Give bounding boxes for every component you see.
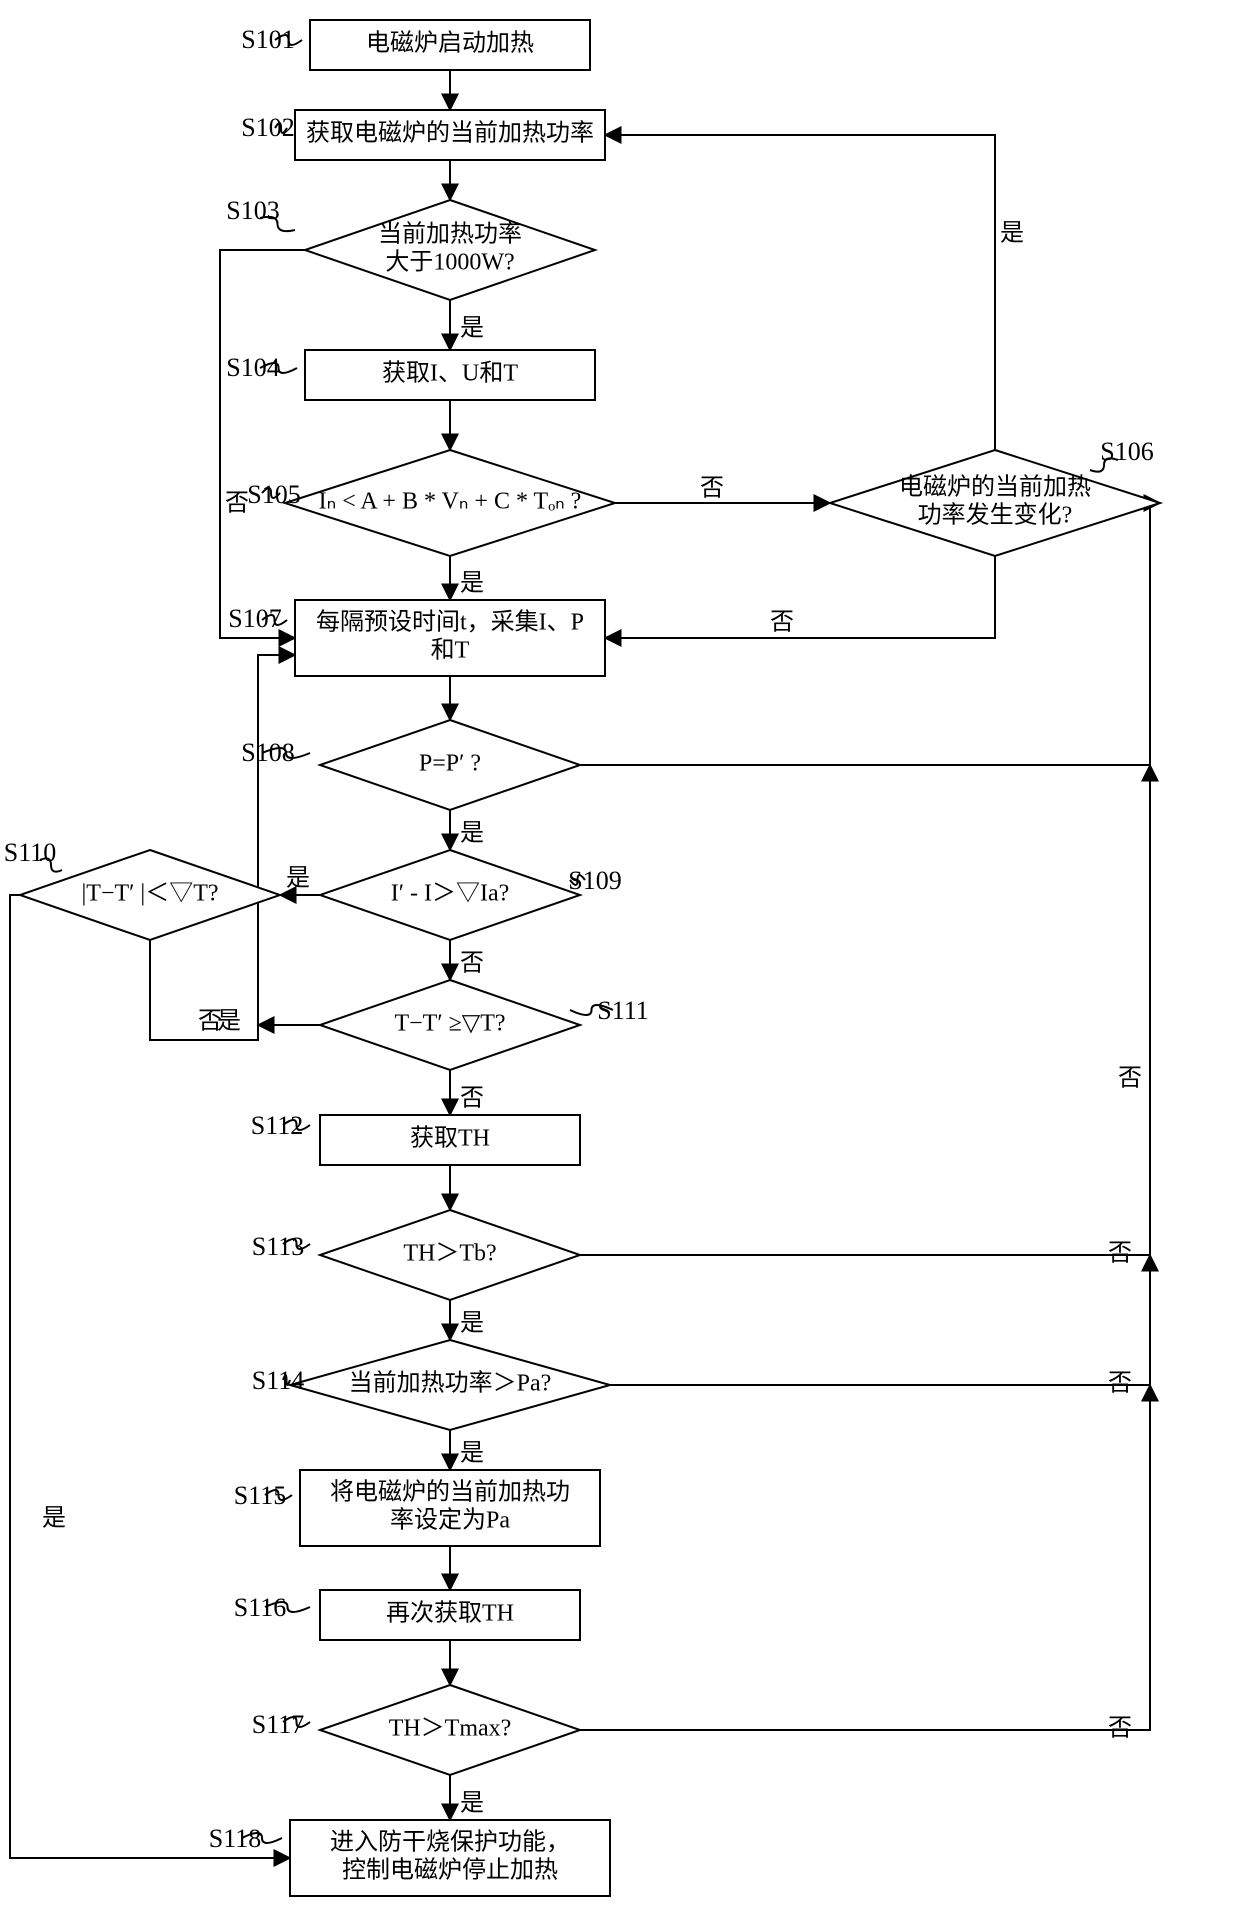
node-text: I′ - I＞▽Ia? — [391, 881, 510, 907]
edge-label: 否 — [460, 951, 484, 977]
node-text: 将电磁炉的当前加热功 — [330, 1479, 570, 1506]
step-label: S107 — [228, 604, 281, 633]
edge-label: 否 — [1108, 1716, 1132, 1742]
node-s108: P=P′ ? — [320, 720, 580, 810]
node-s104: 获取I、U和T — [305, 350, 595, 400]
node-s105: Iₙ < A + B * Vₙ + C * Tₒₙ ? — [285, 450, 615, 556]
node-s101: 电磁炉启动加热 — [310, 20, 590, 70]
node-text: T−T′ ≥▽T? — [394, 1011, 505, 1037]
edge — [580, 765, 1150, 1255]
step-label: S106 — [1100, 437, 1153, 466]
label-connectors-layer — [40, 35, 1118, 1843]
edges-layer: 是否是否是否是否是否否是否是是否是否是否 — [10, 70, 1160, 1858]
node-s115: 将电磁炉的当前加热功率设定为Pa — [300, 1470, 600, 1546]
node-s116: 再次获取TH — [320, 1590, 580, 1640]
step-label: S116 — [234, 1593, 287, 1622]
node-text: TH＞Tmax? — [389, 1716, 512, 1742]
step-label: S117 — [252, 1710, 305, 1739]
edge — [580, 1385, 1150, 1730]
node-text: P=P′ ? — [419, 751, 481, 777]
edge-label: 是 — [460, 571, 484, 597]
node-s114: 当前加热功率＞Pa? — [290, 1340, 610, 1430]
node-text: 当前加热功率 — [378, 221, 522, 248]
edge — [605, 556, 995, 638]
node-text: |T−T′ |＜▽T? — [81, 881, 218, 907]
node-text: 当前加热功率＞Pa? — [349, 1370, 552, 1397]
edge — [150, 655, 295, 1040]
node-s113: TH＞Tb? — [320, 1210, 580, 1300]
step-label: S101 — [241, 25, 294, 54]
nodes-layer: 电磁炉启动加热获取电磁炉的当前加热功率当前加热功率大于1000W?获取I、U和T… — [20, 20, 1160, 1896]
step-label: S112 — [251, 1111, 304, 1140]
edge-label: 是 — [460, 316, 484, 342]
node-s118: 进入防干烧保护功能，控制电磁炉停止加热 — [290, 1820, 610, 1896]
edge-label: 否 — [700, 476, 724, 502]
node-text: 获取I、U和T — [382, 360, 518, 387]
edge-label: 是 — [460, 821, 484, 847]
step-label: S110 — [4, 838, 57, 867]
edge-label: 否 — [225, 491, 249, 517]
step-label: S103 — [226, 196, 279, 225]
node-s103: 当前加热功率大于1000W? — [305, 200, 595, 300]
edge-label: 否 — [1118, 1066, 1142, 1092]
node-text: 获取电磁炉的当前加热功率 — [306, 120, 594, 147]
edge — [220, 250, 305, 638]
edge-label: 是 — [286, 866, 310, 892]
node-s109: I′ - I＞▽Ia? — [320, 850, 580, 940]
node-s102: 获取电磁炉的当前加热功率 — [295, 110, 605, 160]
step-label: S109 — [568, 866, 621, 895]
node-s110: |T−T′ |＜▽T? — [20, 850, 280, 940]
edge-label: 是 — [460, 1311, 484, 1337]
node-text: TH＞Tb? — [403, 1241, 496, 1267]
node-text: 控制电磁炉停止加热 — [342, 1856, 558, 1883]
flowchart-canvas: 是否是否是否是否是否否是否是是否是否是否 电磁炉启动加热获取电磁炉的当前加热功率… — [0, 0, 1240, 1909]
edge-label: 是 — [217, 1009, 241, 1035]
edge-label: 否 — [770, 610, 794, 636]
node-text: 获取TH — [410, 1125, 490, 1152]
edge-label: 否 — [1108, 1371, 1132, 1397]
step-label: S111 — [597, 996, 649, 1025]
edge-label: 是 — [1000, 221, 1024, 247]
node-s117: TH＞Tmax? — [320, 1685, 580, 1775]
node-s107: 每隔预设时间t，采集I、P和T — [295, 600, 605, 676]
step-label: S113 — [252, 1232, 305, 1261]
node-text: 电磁炉启动加热 — [366, 30, 534, 57]
step-label: S114 — [252, 1366, 305, 1395]
node-text: 电磁炉的当前加热 — [899, 474, 1091, 501]
node-s112: 获取TH — [320, 1115, 580, 1165]
node-text: 再次获取TH — [386, 1600, 514, 1627]
edge — [610, 1255, 1150, 1385]
edge-label: 是 — [460, 1441, 484, 1467]
node-text: Iₙ < A + B * Vₙ + C * Tₒₙ ? — [319, 489, 582, 515]
edge-label: 是 — [42, 1506, 66, 1532]
edge-label: 否 — [1108, 1241, 1132, 1267]
edge — [605, 135, 995, 450]
edge-label: 是 — [460, 1791, 484, 1817]
node-text: 每隔预设时间t，采集I、P — [316, 609, 584, 636]
step-label: S108 — [241, 738, 294, 767]
step-label: S104 — [226, 353, 279, 382]
node-text: 进入防干烧保护功能， — [330, 1829, 570, 1856]
node-s111: T−T′ ≥▽T? — [320, 980, 580, 1070]
edge-label: 否 — [460, 1086, 484, 1112]
edge — [580, 503, 1160, 765]
node-text: 功率发生变化? — [918, 501, 1073, 528]
step-label: S115 — [234, 1481, 287, 1510]
step-label: S102 — [241, 113, 294, 142]
node-text: 和T — [431, 636, 470, 663]
step-label: S105 — [247, 480, 300, 509]
step-labels-layer: S101 S102 S103 S104 S105 S106 S107 S108 S109 S110… — [4, 25, 1154, 1853]
node-text: 率设定为Pa — [390, 1506, 510, 1533]
node-text: 大于1000W? — [385, 248, 514, 275]
step-label: S118 — [209, 1824, 262, 1853]
